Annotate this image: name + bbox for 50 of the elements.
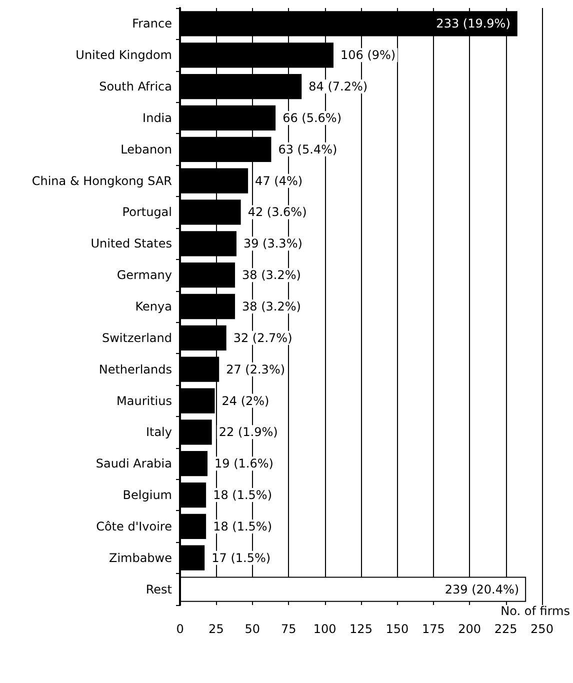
y-tick-label: United Kingdom [76,48,172,62]
data-label: 24 (2%) [222,394,270,408]
x-tick-label: 250 [530,622,554,636]
x-tick-label: 100 [313,622,336,636]
data-label: 22 (1.9%) [218,425,278,440]
data-label: 38 (3.2%) [242,300,301,314]
y-tick-label: United States [90,236,172,251]
data-label: 239 (20.4%) [444,582,520,596]
y-tick-label: Côte d'Ivoire [96,519,172,534]
y-tick-label: Lebanon [120,142,172,156]
data-label: 233 (19.9%) [436,16,510,31]
y-tick-label: Italy [146,425,172,440]
data-label: 18 (1.5%) [213,488,272,502]
x-tick-label: 225 [494,622,518,636]
x-axis-title: No. of firms [500,604,570,618]
x-tick-label: 175 [422,622,445,636]
data-label: 17 (1.5%) [212,550,271,565]
x-tick-label: 25 [208,622,224,636]
y-tick-label: Switzerland [102,330,172,345]
y-tick-label: Mauritius [116,394,172,408]
y-tick-label: Germany [116,268,172,282]
y-tick-label: Saudi Arabia [96,456,172,471]
data-label: 32 (2.7%) [233,330,292,345]
y-tick-label: Kenya [135,300,172,314]
data-label: 38 (3.2%) [242,268,301,282]
x-tick-label: 0 [176,622,184,636]
data-label: 27 (2.3%) [226,362,286,376]
y-tick-label: India [142,110,172,125]
data-label: 39 (3.3%) [243,236,302,251]
y-tick-label: Portugal [122,205,172,220]
data-label: 19 (1.6%) [214,456,274,471]
x-tick-label: 200 [458,622,482,636]
data-label: 63 (5.4%) [278,142,338,156]
y-tick-label: Netherlands [98,362,172,376]
data-label: 106 (9%) [340,48,396,62]
y-tick-label: Zimbabwe [108,550,172,565]
data-label: 18 (1.5%) [213,519,272,534]
data-label: 42 (3.6%) [248,205,307,220]
x-tick-label: 50 [244,622,260,636]
x-tick-label: 75 [280,622,296,636]
y-tick-label: South Africa [99,80,172,94]
y-tick-label: Belgium [122,488,172,502]
y-tick-label: France [132,16,172,31]
y-tick-label: China & Hongkong SAR [32,174,172,188]
data-label: 66 (5.6%) [282,110,342,125]
x-tick-label: 125 [350,622,372,636]
y-tick-label: Rest [146,582,172,596]
data-label: 47 (4%) [255,174,303,188]
x-tick-label: 150 [386,622,409,636]
data-label: 84 (7.2%) [308,80,368,94]
